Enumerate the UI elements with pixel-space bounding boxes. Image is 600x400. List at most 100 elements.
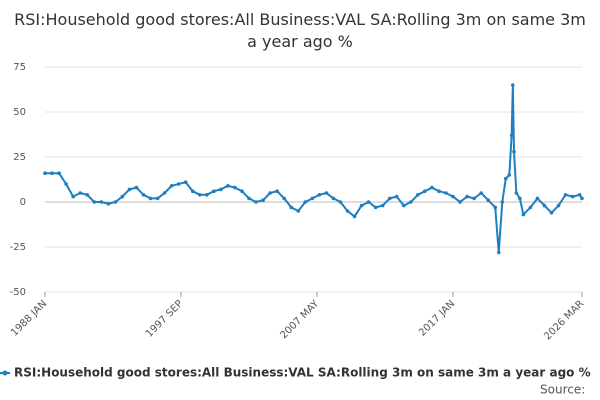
data-point [50, 171, 54, 175]
data-point [155, 196, 160, 201]
data-point [458, 200, 462, 204]
data-point [394, 194, 399, 199]
data-point [106, 202, 111, 206]
data-point [254, 200, 258, 204]
data-point [317, 193, 322, 197]
data-point [423, 189, 427, 193]
data-point [479, 191, 483, 195]
data-point [57, 171, 61, 175]
data-point [247, 196, 251, 201]
data-point [176, 182, 181, 186]
data-point [120, 194, 125, 199]
data-point [338, 200, 343, 204]
y-tick-label: 75 [13, 62, 26, 73]
data-point [416, 193, 420, 197]
data-point [535, 196, 540, 201]
x-tick-label: 2007 MAY [279, 298, 322, 341]
y-tick-label: -25 [10, 242, 26, 253]
data-point [563, 193, 568, 197]
data-point [503, 176, 508, 181]
data-point [556, 203, 561, 208]
data-point [240, 189, 244, 193]
source: Source: [540, 383, 585, 397]
data-point [226, 184, 230, 188]
data-point [409, 200, 413, 204]
data-point [521, 212, 526, 217]
data-point [197, 193, 202, 197]
data-point [71, 194, 75, 199]
data-point [401, 203, 406, 208]
data-point [509, 133, 514, 138]
data-point [380, 203, 385, 208]
data-point [296, 209, 301, 213]
data-point [310, 196, 315, 201]
data-point [511, 83, 515, 87]
data-point [500, 200, 505, 204]
x-tick-label: 2017 JAN [417, 298, 457, 338]
data-point [162, 191, 167, 195]
data-point [219, 187, 223, 192]
x-tick-label: 1997 SEP [144, 298, 185, 339]
data-point [451, 194, 455, 199]
data-point [486, 198, 491, 202]
data-point [190, 189, 195, 193]
data-point [549, 211, 554, 215]
data-point [99, 200, 104, 204]
data-point [518, 196, 522, 201]
data-point [233, 185, 237, 190]
data-point [85, 193, 90, 197]
data-point [496, 250, 501, 255]
data-point [373, 205, 378, 210]
data-point [282, 196, 286, 201]
data-point [324, 191, 329, 195]
legend-marker [2, 370, 8, 376]
data-point [577, 193, 582, 197]
data-point [212, 189, 216, 193]
data-point [366, 200, 371, 204]
data-point [437, 189, 441, 193]
data-point [465, 194, 469, 199]
data-point [183, 180, 188, 184]
data-point [387, 196, 392, 201]
data-point [92, 200, 97, 204]
data-point [528, 205, 533, 210]
data-point [352, 214, 357, 219]
data-point [345, 209, 350, 213]
data-point [127, 187, 132, 192]
legend-label: RSI:Household good stores:All Business:V… [14, 366, 591, 380]
data-point [512, 149, 516, 154]
y-tick-label: 25 [13, 152, 26, 163]
data-point [444, 191, 448, 195]
data-point [141, 193, 146, 197]
chart-title: RSI:Household good stores:All Business:V… [14, 10, 586, 51]
data-point [514, 191, 519, 195]
data-point [472, 196, 476, 201]
data-point [268, 191, 272, 195]
series-line [45, 84, 583, 254]
data-point [289, 205, 294, 210]
data-point [507, 173, 512, 177]
data-point [570, 194, 575, 199]
data-point [205, 193, 209, 197]
data-point [64, 182, 68, 186]
data-point [113, 200, 118, 204]
data-point [331, 196, 336, 201]
data-point [169, 184, 174, 188]
y-tick-label: -50 [10, 287, 26, 298]
data-point [148, 196, 153, 201]
data-point [580, 196, 584, 201]
data-point [134, 185, 139, 190]
data-point [493, 205, 498, 210]
data-point [43, 171, 47, 175]
data-point [78, 191, 82, 195]
y-tick-label: 0 [20, 197, 26, 208]
data-point [303, 200, 308, 204]
data-point [542, 203, 547, 208]
x-tick-label: 2026 MAR [542, 298, 586, 342]
data-point [430, 185, 434, 190]
y-tick-label: 50 [13, 107, 26, 118]
data-point [359, 203, 364, 208]
data-point [261, 198, 265, 202]
data-point [275, 189, 279, 193]
